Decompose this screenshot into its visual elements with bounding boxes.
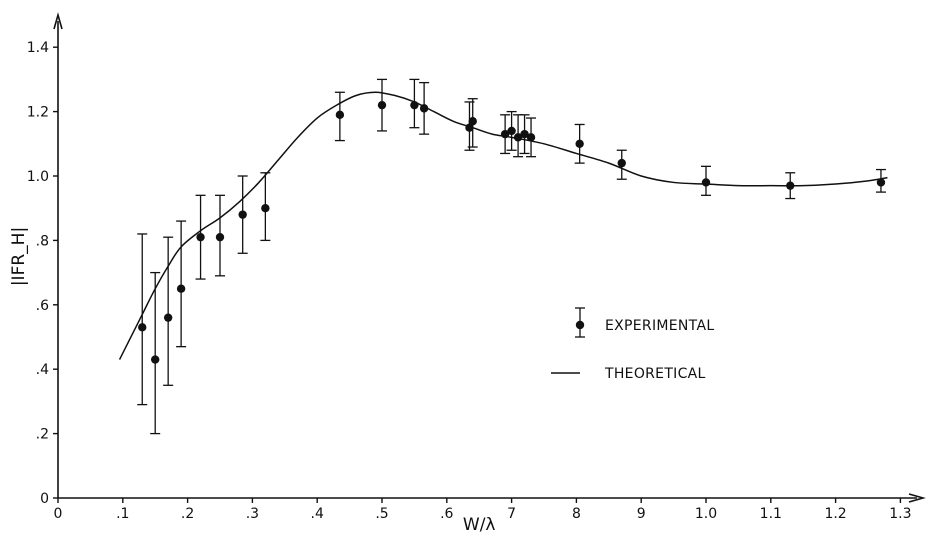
point-marker bbox=[261, 204, 270, 213]
y-tick-label: 1.2 bbox=[27, 105, 49, 121]
point-marker bbox=[526, 133, 536, 142]
legend-label-experimental: EXPERIMENTAL bbox=[605, 318, 714, 334]
point-marker bbox=[876, 178, 886, 187]
data-point bbox=[377, 78, 387, 132]
point-marker bbox=[377, 100, 387, 110]
data-point bbox=[419, 81, 430, 135]
data-point bbox=[176, 220, 187, 348]
point-marker bbox=[419, 104, 429, 113]
legend-label-theoretical: THEORETICAL bbox=[604, 366, 706, 382]
point-marker bbox=[468, 117, 477, 126]
point-marker bbox=[410, 100, 419, 110]
y-tick-label: .4 bbox=[36, 362, 49, 378]
y-axis-title: |IFR_H| bbox=[9, 227, 29, 286]
x-tick-label: .6 bbox=[440, 506, 453, 522]
point-marker bbox=[335, 110, 345, 120]
point-marker bbox=[238, 210, 247, 219]
data-point bbox=[163, 236, 174, 386]
point-marker bbox=[500, 129, 510, 139]
data-point bbox=[409, 78, 420, 129]
point-marker bbox=[575, 139, 584, 148]
x-axis-arrow bbox=[908, 493, 926, 503]
point-marker bbox=[138, 323, 147, 332]
data-point bbox=[467, 98, 478, 148]
x-tick-label: 7 bbox=[507, 506, 516, 522]
x-tick-label: 0 bbox=[54, 506, 63, 522]
x-tick-label: 9 bbox=[637, 506, 646, 522]
y-tick-label: .6 bbox=[36, 298, 49, 314]
point-marker bbox=[215, 232, 225, 242]
x-tick-label: .2 bbox=[181, 506, 194, 522]
point-marker bbox=[163, 313, 173, 322]
y-tick-label: .8 bbox=[36, 233, 49, 249]
point-marker bbox=[786, 181, 795, 190]
data-point bbox=[334, 91, 345, 142]
data-point bbox=[195, 194, 206, 280]
y-tick-label: 1.4 bbox=[27, 40, 49, 56]
x-tick-label: .4 bbox=[311, 506, 324, 522]
x-tick-label: .1 bbox=[116, 506, 129, 522]
y-axis-arrow bbox=[53, 12, 63, 30]
point-marker bbox=[465, 123, 474, 132]
x-tick-label: 8 bbox=[572, 506, 581, 522]
x-tick-label: 1.3 bbox=[889, 506, 911, 522]
point-marker bbox=[617, 158, 626, 168]
point-marker bbox=[196, 232, 205, 242]
data-point bbox=[260, 172, 271, 242]
data-point bbox=[513, 114, 524, 158]
point-marker bbox=[151, 355, 160, 364]
data-point bbox=[574, 123, 585, 164]
x-tick-label: 1.1 bbox=[760, 506, 782, 522]
data-point bbox=[526, 117, 537, 158]
legend: EXPERIMENTAL THEORETICAL bbox=[551, 307, 714, 382]
data-point bbox=[137, 233, 148, 406]
x-axis-title: W/λ bbox=[463, 515, 496, 535]
data-point bbox=[616, 149, 627, 180]
tick-labels: 0 .1 .2 .3 .4 .5 .6 7 8 9 1.0 1.1 1.2 1.3 0 .2 .4 .6 .8 1.0… bbox=[27, 40, 912, 522]
point-marker bbox=[701, 178, 711, 187]
x-tick-label: .3 bbox=[246, 506, 259, 522]
y-tick-label: 1.0 bbox=[27, 169, 49, 185]
data-point bbox=[519, 114, 530, 155]
data-point bbox=[701, 165, 711, 196]
data-point bbox=[500, 114, 511, 155]
x-tick-label: 1.0 bbox=[695, 506, 717, 522]
y-tick-label: .2 bbox=[36, 427, 49, 443]
x-tick-label: 1.2 bbox=[824, 506, 846, 522]
y-tick-label: 0 bbox=[40, 491, 49, 507]
point-marker bbox=[520, 129, 529, 139]
data-point bbox=[875, 168, 886, 193]
legend-marker-experimental bbox=[575, 307, 585, 338]
legend-point-marker bbox=[575, 320, 585, 330]
data-point bbox=[785, 172, 796, 200]
x-tick-label: .5 bbox=[375, 506, 388, 522]
point-marker bbox=[176, 284, 186, 293]
experimental-series bbox=[137, 78, 886, 435]
data-point bbox=[150, 271, 161, 435]
axes bbox=[53, 12, 926, 503]
point-marker bbox=[513, 133, 523, 142]
point-marker bbox=[507, 126, 516, 136]
data-point bbox=[506, 110, 517, 151]
data-point bbox=[237, 175, 248, 254]
data-point bbox=[215, 194, 225, 277]
